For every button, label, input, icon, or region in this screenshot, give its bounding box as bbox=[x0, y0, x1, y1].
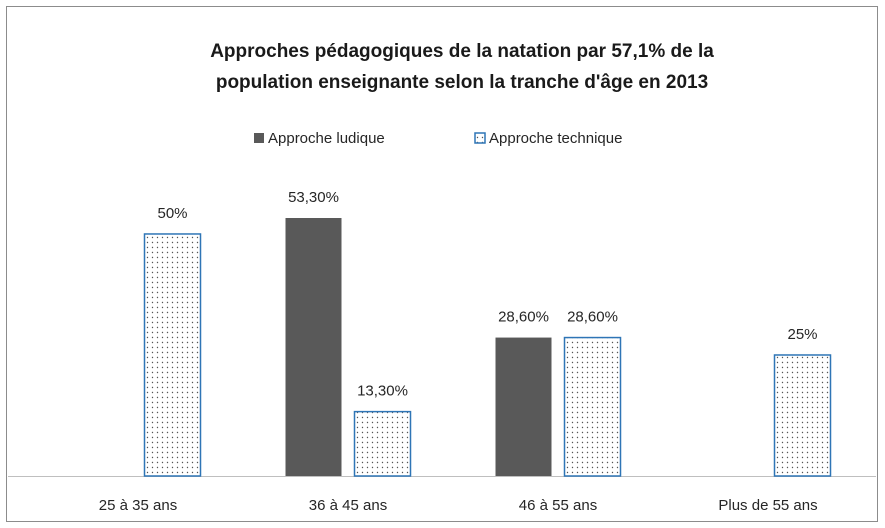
x-tick-label: 46 à 55 ans bbox=[519, 497, 597, 514]
data-label: 53,30% bbox=[288, 189, 339, 206]
bar bbox=[563, 336, 622, 477]
legend-swatch bbox=[474, 132, 486, 144]
chart-title: Approches pédagogiques de la natation pa… bbox=[210, 41, 714, 62]
data-label: 28,60% bbox=[567, 309, 618, 326]
data-label: 28,60% bbox=[498, 309, 549, 326]
chart-title: population enseignante selon la tranche … bbox=[216, 72, 708, 93]
legend-label: Approche ludique bbox=[268, 130, 385, 147]
x-tick-label: 36 à 45 ans bbox=[309, 497, 387, 514]
x-tick-label: Plus de 55 ans bbox=[718, 497, 817, 514]
bar bbox=[353, 410, 412, 477]
bar bbox=[285, 218, 342, 476]
data-label: 25% bbox=[787, 326, 817, 343]
legend-swatch bbox=[254, 133, 264, 143]
bar bbox=[143, 233, 202, 477]
bar bbox=[495, 337, 552, 476]
data-label: 13,30% bbox=[357, 383, 408, 400]
data-label: 50% bbox=[157, 205, 187, 222]
bar bbox=[773, 354, 832, 477]
x-tick-label: 25 à 35 ans bbox=[99, 497, 177, 514]
legend-label: Approche technique bbox=[489, 130, 622, 147]
